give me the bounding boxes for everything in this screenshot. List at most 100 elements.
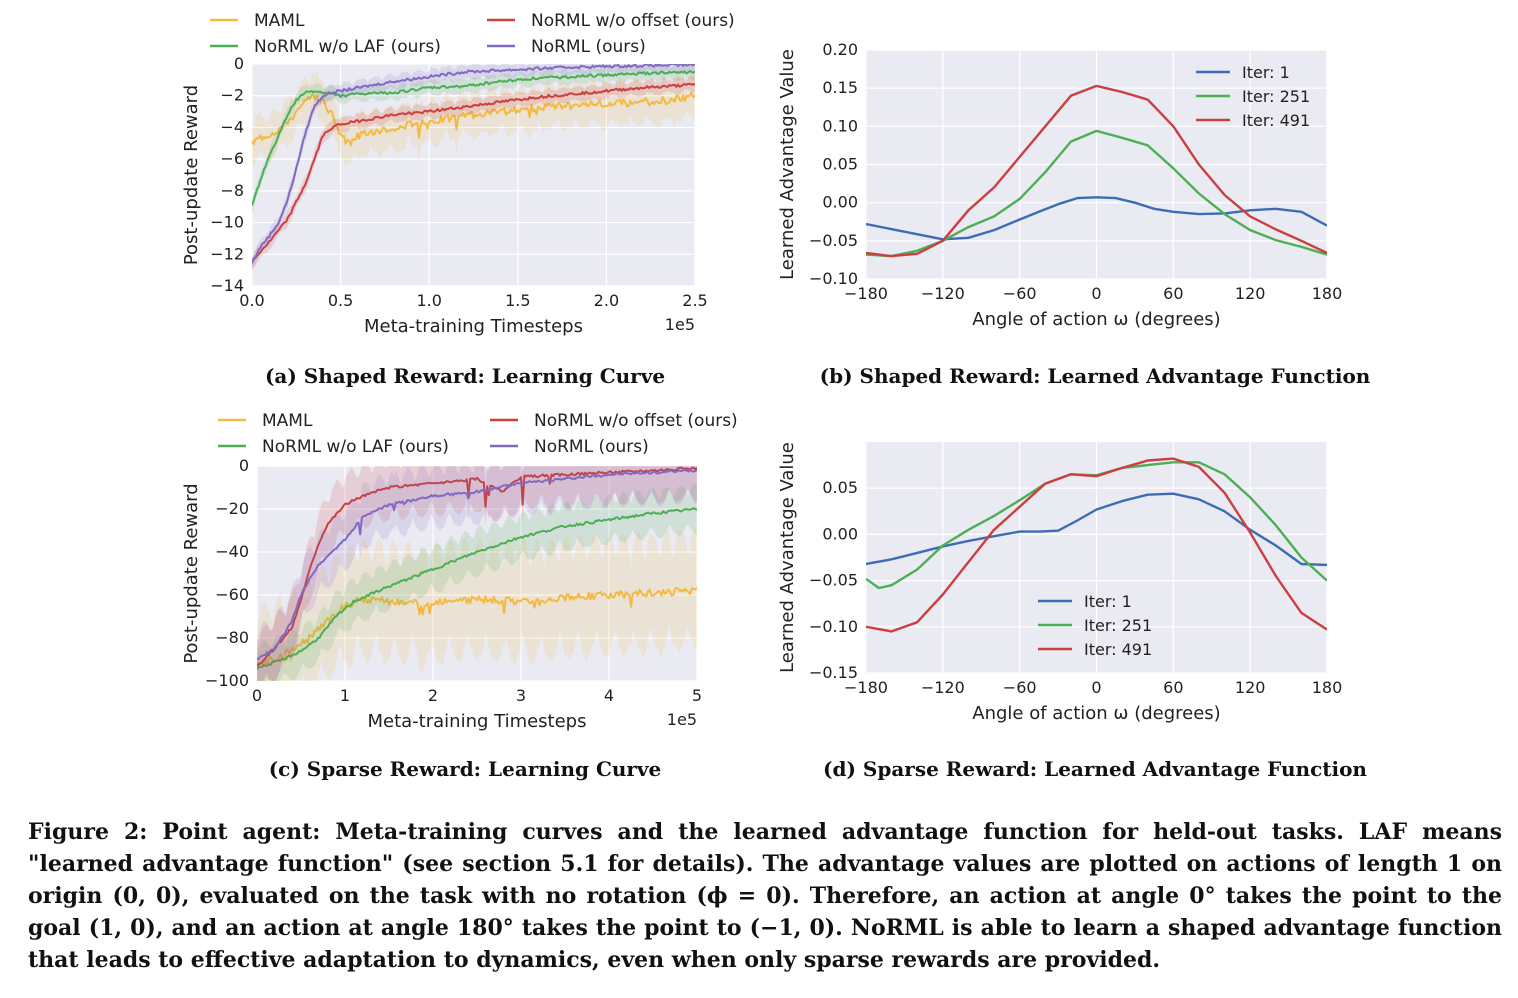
legend: MAML NoRML w/o LAF (ours) NoRML w/o offset… [210, 11, 735, 57]
plot-area [257, 466, 697, 681]
legend-label: NoRML w/o offset (ours) [534, 411, 738, 431]
y-tick-label: 0 [239, 456, 249, 475]
x-tick-label: −180 [844, 284, 888, 303]
series-line [252, 82, 695, 264]
y-tick-label: −100 [205, 671, 249, 690]
x-axis-label: Angle of action ω (degrees) [972, 309, 1220, 330]
x-tick-label: 1.0 [416, 291, 441, 310]
x-tick-label: 2 [428, 686, 438, 705]
y-tick-label: −14 [210, 276, 244, 295]
legend-label: NoRML (ours) [531, 37, 646, 57]
subcaption-c: (c) Sparse Reward: Learning Curve [268, 757, 662, 781]
series-group [252, 64, 695, 272]
x-tick-label: 2.0 [594, 291, 619, 310]
chart-d: −180 −120 −60 0 60 120 180 0.05 0.00 −0.05 −0.10 −0… [777, 442, 1343, 724]
y-tick-label: 0.00 [822, 193, 858, 212]
x-tick-label: 0.5 [328, 291, 353, 310]
y-tick-label: −40 [215, 542, 249, 561]
y-tick-label: −4 [220, 117, 244, 136]
x-tick-label: 4 [604, 686, 614, 705]
legend-label: NoRML (ours) [534, 437, 649, 457]
series-group [257, 466, 697, 681]
series-line [866, 196, 1327, 241]
series-group [866, 84, 1327, 258]
chart-a-svg: 0.0 0.5 1.0 1.5 2.0 2.5 0 −2 −4 −6 −8 −10 −12 −14 Meta… [181, 11, 735, 337]
x-tick-label: −60 [1003, 284, 1037, 303]
subcaption-d: (d) Sparse Reward: Learned Advantage Fun… [823, 757, 1367, 781]
y-tick-label: 0.20 [822, 40, 858, 59]
y-axis-label: Learned Advantage Value [777, 49, 798, 280]
series-line [252, 91, 695, 147]
legend-label: Iter: 251 [1084, 616, 1152, 635]
y-tick-label: −0.05 [809, 571, 858, 590]
y-tick-label: 0 [234, 54, 244, 73]
legend-label: MAML [254, 11, 305, 31]
legend-label: NoRML w/o offset (ours) [531, 11, 735, 31]
y-tick-label: −10 [210, 213, 244, 232]
legend: Iter: 1 Iter: 251 Iter: 491 [1196, 63, 1310, 130]
y-tick-label: −80 [215, 628, 249, 647]
confidence-band [252, 75, 695, 272]
legend: MAML NoRML w/o LAF (ours) NoRML w/o offset… [218, 411, 738, 457]
series-line [257, 468, 697, 661]
confidence-band [252, 64, 695, 214]
series-line [252, 64, 695, 263]
legend-label: Iter: 1 [1084, 592, 1132, 611]
x-tick-label: −120 [921, 284, 965, 303]
y-tick-label: 0.05 [822, 478, 858, 497]
legend-label: Iter: 251 [1242, 87, 1310, 106]
x-tick-label: 60 [1163, 678, 1183, 697]
x-tick-label: 1 [340, 686, 350, 705]
series-line [866, 457, 1327, 633]
chart-d-svg: −180 −120 −60 0 60 120 180 0.05 0.00 −0.05 −0.10 −0… [777, 442, 1343, 724]
x-tick-label: 0 [1091, 284, 1101, 303]
y-tick-label: −0.15 [809, 663, 858, 682]
y-tick-label: −0.10 [809, 269, 858, 288]
x-multiplier-label: 1e5 [667, 710, 697, 729]
series-line [252, 70, 695, 206]
x-tick-label: 2.5 [682, 291, 707, 310]
x-tick-label: 120 [1235, 678, 1266, 697]
x-tick-label: 60 [1163, 284, 1183, 303]
confidence-band [257, 466, 697, 681]
chart-c: 0 1 2 3 4 5 0 −20 −40 −60 −80 −100 Meta-training Tim… [0, 0, 760, 740]
series-line [866, 84, 1327, 258]
legend-label: NoRML w/o LAF (ours) [254, 37, 441, 57]
x-tick-label: 120 [1235, 284, 1266, 303]
y-tick-label: −6 [220, 149, 244, 168]
y-tick-label: 0.10 [822, 116, 858, 135]
y-axis-label: Post-update Reward [181, 483, 202, 663]
x-tick-label: 0 [252, 686, 262, 705]
confidence-band [257, 483, 697, 681]
legend-label: Iter: 491 [1242, 111, 1310, 130]
x-tick-label: 180 [1312, 284, 1343, 303]
legend-label: MAML [262, 411, 313, 431]
y-tick-label: −20 [215, 499, 249, 518]
series-line [257, 507, 697, 670]
x-tick-label: 1.5 [505, 291, 530, 310]
x-tick-label: 3 [516, 686, 526, 705]
x-tick-label: −180 [844, 678, 888, 697]
chart-c-svg: 0 1 2 3 4 5 0 −20 −40 −60 −80 −100 Meta-training Tim… [181, 411, 738, 732]
confidence-band [257, 466, 697, 681]
x-multiplier-label: 1e5 [665, 315, 695, 334]
y-tick-label: −0.05 [809, 231, 858, 250]
legend: Iter: 1 Iter: 251 Iter: 491 [1038, 592, 1152, 659]
legend-label: Iter: 491 [1084, 640, 1152, 659]
x-axis-label: Meta-training Timesteps [367, 711, 586, 732]
x-axis-label: Angle of action ω (degrees) [972, 703, 1220, 724]
x-tick-label: 5 [692, 686, 702, 705]
legend-label: Iter: 1 [1242, 63, 1290, 82]
series-line [257, 466, 697, 668]
x-tick-label: 0.0 [239, 291, 264, 310]
chart-b: −180 −120 −60 0 60 120 180 0.20 0.15 0.10 0.05 0.00… [0, 0, 1518, 340]
y-tick-label: 0.05 [822, 155, 858, 174]
x-tick-label: −60 [1003, 678, 1037, 697]
legend-label: NoRML w/o LAF (ours) [262, 437, 449, 457]
confidence-band [257, 527, 697, 681]
y-tick-label: −60 [215, 585, 249, 604]
y-tick-label: −2 [220, 86, 244, 105]
subcaption-a: (a) Shaped Reward: Learning Curve [264, 364, 666, 388]
x-tick-label: 180 [1312, 678, 1343, 697]
y-axis-label: Learned Advantage Value [777, 442, 798, 673]
